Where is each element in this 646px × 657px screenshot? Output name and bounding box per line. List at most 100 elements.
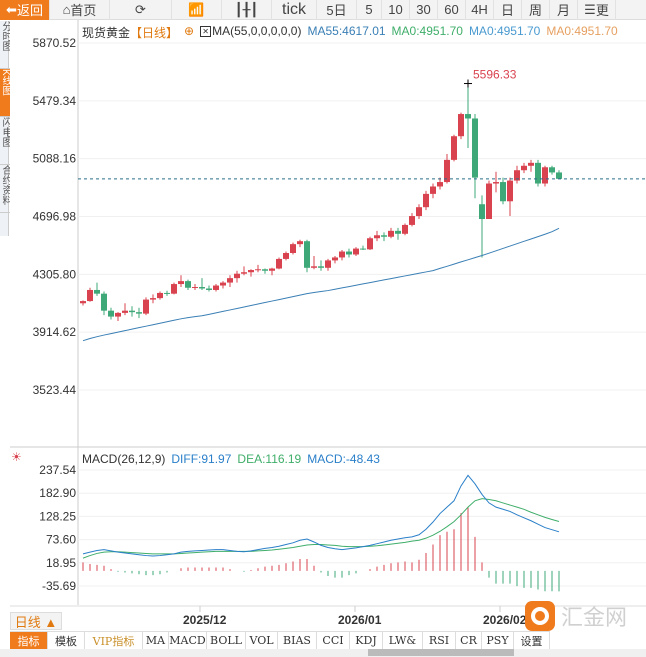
period-day[interactable]: 日 xyxy=(494,0,522,20)
period-5d[interactable]: 5日 xyxy=(317,0,357,20)
candle-body xyxy=(493,182,499,184)
indicator-chart-button[interactable]: 📶 xyxy=(172,0,222,20)
macd-value: MACD:-48.43 xyxy=(307,452,380,466)
candle-body xyxy=(297,241,303,245)
bar-chart-icon: 📶 xyxy=(188,1,205,17)
candle-body xyxy=(94,289,100,294)
candle-body xyxy=(108,310,114,317)
y-tick-label: 5870.52 xyxy=(33,36,77,50)
period-10[interactable]: 10 xyxy=(382,0,410,20)
candle-body xyxy=(549,167,555,173)
ma0-value: MA0:4951.70 xyxy=(546,24,618,38)
candle-body xyxy=(206,288,212,290)
candle-body xyxy=(528,162,534,166)
side-tab-flash[interactable]: 闪电图 xyxy=(0,117,10,165)
tab-vip[interactable]: VIP指标 xyxy=(85,632,143,649)
candle-body xyxy=(486,183,492,220)
toolbar: ⬅ 返回 ⌂ 首页 ⟳ 📶 ┃╂┃ tick 5日 5 10 30 60 4H 日 … xyxy=(0,0,646,20)
dea-line xyxy=(82,498,560,559)
candle-body xyxy=(192,287,198,289)
candle-body xyxy=(437,182,443,187)
more-button[interactable]: ☰ 更 xyxy=(578,0,616,20)
tab-templates[interactable]: 模板 xyxy=(48,632,85,649)
ma55-line xyxy=(82,227,560,342)
candle-body xyxy=(500,182,506,202)
refresh-button[interactable]: ⟳ xyxy=(110,0,172,20)
candle-body xyxy=(535,162,541,184)
diff-value: DIFF:91.97 xyxy=(171,452,232,466)
candle-body xyxy=(388,230,394,237)
tab-lw[interactable]: LW& xyxy=(383,632,423,649)
candle-body xyxy=(290,244,296,254)
tab-indicators[interactable]: 指标 xyxy=(10,632,48,649)
tab-macd[interactable]: MACD xyxy=(169,632,207,649)
tab-rsi[interactable]: RSI xyxy=(423,632,456,649)
candlestick-button[interactable]: ┃╂┃ xyxy=(222,0,272,20)
candle-body xyxy=(395,230,401,234)
candle-body xyxy=(136,312,142,314)
period-toggle-button[interactable]: 日线 ▲ xyxy=(10,612,62,630)
candle-body xyxy=(318,266,324,268)
ma0-value: MA0:4951.70 xyxy=(391,24,463,38)
period-60[interactable]: 60 xyxy=(438,0,466,20)
y-tick-label: 3523.44 xyxy=(33,383,77,397)
ma-settings-icon[interactable]: ✕ xyxy=(200,26,212,37)
period-week[interactable]: 周 xyxy=(522,0,550,20)
side-tab-timeshare[interactable]: 分时图 xyxy=(0,21,10,69)
y-tick-label: 3914.62 xyxy=(33,325,77,339)
candle-body xyxy=(178,281,184,285)
candle-body xyxy=(409,216,415,225)
date-label: 2026/02 xyxy=(483,613,527,627)
candlestick-icon: ┃╂┃ xyxy=(234,1,259,17)
sun-settings-icon[interactable]: ☀ xyxy=(11,450,22,464)
scrollbar-thumb[interactable] xyxy=(368,649,514,656)
period-30[interactable]: 30 xyxy=(410,0,438,20)
tab-ma[interactable]: MA xyxy=(143,632,169,649)
tab-boll[interactable]: BOLL xyxy=(207,632,246,649)
candle-body xyxy=(479,204,485,220)
candle-body xyxy=(241,272,247,274)
candle-body xyxy=(283,253,289,259)
horizontal-scrollbar[interactable] xyxy=(0,649,646,657)
candle-body xyxy=(367,238,373,250)
candle-body xyxy=(423,193,429,208)
date-label: 2026/01 xyxy=(338,613,382,627)
tab-cr[interactable]: CR xyxy=(456,632,482,649)
candle-body xyxy=(346,251,352,255)
y-tick-label: 5088.16 xyxy=(33,152,77,166)
period-label: 【日线】 xyxy=(130,26,179,40)
tab-cci[interactable]: CCI xyxy=(317,632,350,649)
back-button[interactable]: ⬅ 返回 xyxy=(0,0,50,20)
macd-y-tick-label: 237.54 xyxy=(39,463,76,477)
symbol-name: 现货黄金 xyxy=(82,26,131,40)
home-button[interactable]: ⌂ 首页 xyxy=(50,0,110,20)
tab-vol[interactable]: VOL xyxy=(246,632,278,649)
tab-kdj[interactable]: KDJ xyxy=(350,632,383,649)
candle-body xyxy=(276,258,282,269)
tab-bias[interactable]: BIAS xyxy=(278,632,317,649)
tab-psy[interactable]: PSY xyxy=(482,632,514,649)
candle-body xyxy=(122,310,128,313)
period-5[interactable]: 5 xyxy=(357,0,382,20)
ma-name: MA(55,0,0,0,0,0) xyxy=(212,24,302,38)
candle-body xyxy=(472,118,478,178)
candle-body xyxy=(521,165,527,171)
back-arrow-icon: ⬅ xyxy=(6,1,17,17)
side-tab-kline[interactable]: K线图 xyxy=(0,69,10,117)
macd-y-tick-label: 73.60 xyxy=(46,533,76,547)
candle-body xyxy=(430,186,436,194)
side-tab-contract[interactable]: 合约资料 xyxy=(0,165,10,213)
y-tick-label: 5479.34 xyxy=(33,94,77,108)
date-label: 2025/12 xyxy=(183,613,227,627)
add-icon[interactable]: ⊕ xyxy=(184,24,195,38)
period-4h[interactable]: 4H xyxy=(466,0,494,20)
tab-settings[interactable]: 设置 xyxy=(514,632,550,649)
period-month[interactable]: 月 xyxy=(550,0,578,20)
candle-body xyxy=(80,301,86,304)
logo-icon xyxy=(525,601,555,631)
side-tabs: 分时图 K线图 闪电图 合约资料 xyxy=(0,21,10,236)
period-tick[interactable]: tick xyxy=(272,0,317,20)
candle-body xyxy=(381,235,387,237)
candle-body xyxy=(416,207,422,217)
